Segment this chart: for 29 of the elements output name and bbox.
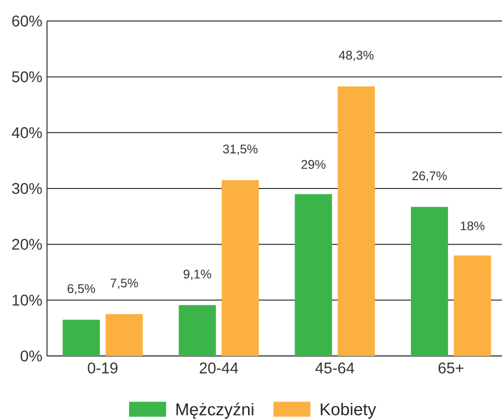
data-label: 18% (460, 221, 484, 230)
bar (222, 180, 259, 356)
data-label: 7,5% (110, 278, 138, 289)
data-label: 31,5% (223, 144, 258, 155)
y-tick-label: 30% (12, 183, 42, 194)
y-tick-label: 40% (12, 127, 42, 138)
y-tick-label: 20% (12, 238, 42, 250)
y-tick-label: 50% (12, 71, 42, 82)
x-tick-label: 65+ (438, 362, 464, 374)
bar (106, 314, 143, 356)
bar (178, 305, 216, 356)
x-tick-label: 0-19 (88, 362, 118, 374)
bar (410, 206, 448, 356)
x-tick-label: 20-44 (200, 362, 238, 374)
y-tick-label: 60% (12, 16, 42, 26)
legend-label: Mężczyźni (176, 402, 254, 419)
y-tick-label: 0% (20, 350, 42, 362)
bar (338, 86, 375, 356)
data-label: 29% (302, 160, 326, 169)
legend-label: Kobiety (320, 402, 376, 419)
data-label: 9,1% (184, 270, 212, 280)
y-tick-label: 10% (12, 294, 42, 306)
data-label: 26,7% (412, 171, 447, 182)
bar (294, 194, 332, 356)
bar (454, 255, 491, 356)
data-label: 6,5% (68, 284, 96, 294)
data-label: 48,3% (338, 50, 374, 62)
bar (62, 320, 100, 356)
x-tick-label: 45-64 (315, 362, 354, 374)
